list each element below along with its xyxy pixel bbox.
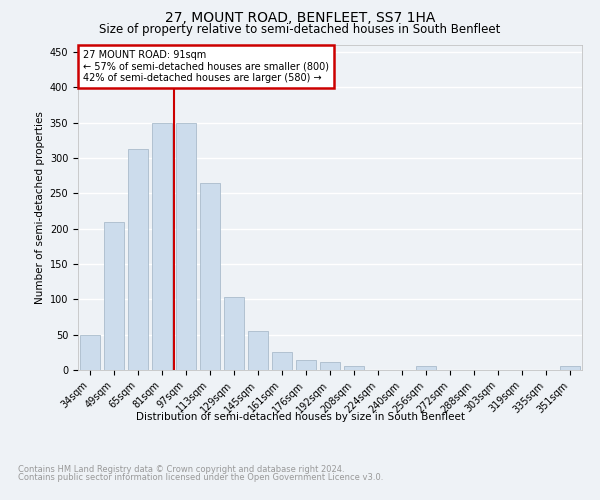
Text: 27, MOUNT ROAD, BENFLEET, SS7 1HA: 27, MOUNT ROAD, BENFLEET, SS7 1HA (165, 11, 435, 25)
Text: Size of property relative to semi-detached houses in South Benfleet: Size of property relative to semi-detach… (100, 22, 500, 36)
Y-axis label: Number of semi-detached properties: Number of semi-detached properties (35, 111, 46, 304)
Text: Contains HM Land Registry data © Crown copyright and database right 2024.: Contains HM Land Registry data © Crown c… (18, 465, 344, 474)
Bar (224, 296, 244, 370)
Bar (320, 362, 340, 370)
Bar (104, 222, 124, 370)
Bar (200, 183, 220, 370)
Bar (344, 366, 364, 370)
Bar (176, 122, 196, 370)
Bar (248, 331, 268, 370)
Text: 27 MOUNT ROAD: 91sqm
← 57% of semi-detached houses are smaller (800)
42% of semi: 27 MOUNT ROAD: 91sqm ← 57% of semi-detac… (83, 50, 329, 83)
Text: Distribution of semi-detached houses by size in South Benfleet: Distribution of semi-detached houses by … (136, 412, 464, 422)
Bar (272, 352, 292, 370)
Bar (128, 149, 148, 370)
Bar (296, 360, 316, 370)
Text: Contains public sector information licensed under the Open Government Licence v3: Contains public sector information licen… (18, 472, 383, 482)
Bar (416, 366, 436, 370)
Bar (80, 334, 100, 370)
Bar (152, 122, 172, 370)
Bar (560, 366, 580, 370)
